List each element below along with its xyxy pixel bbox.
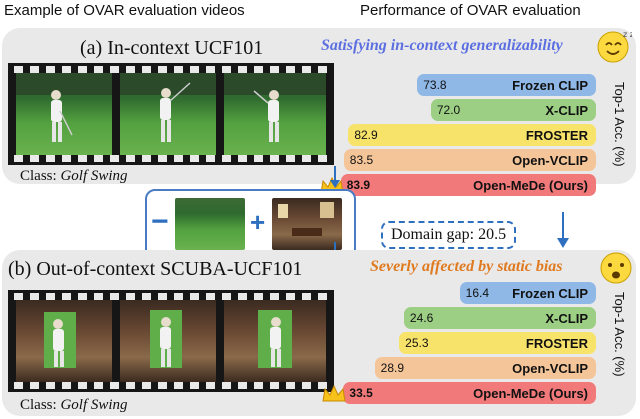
crown-icon [322, 384, 346, 402]
top-film-strip [8, 63, 334, 165]
chart-bar [403, 307, 596, 329]
chart-bar [348, 124, 596, 146]
bar-category-label: Open-VCLIP [512, 361, 588, 376]
arrow-down-icon [557, 212, 569, 248]
bottom-chart-ylabel: Top-1 Acc. (%) [612, 292, 627, 377]
bar-value-label: 25.3 [405, 336, 429, 350]
top-panel-title: (a) In-context UCF101 [80, 37, 264, 59]
chart-bar [343, 149, 596, 171]
domain-gap-label: Domain gap: 20.5 [381, 221, 517, 249]
chart-bar [430, 99, 596, 121]
chart-bar [459, 282, 596, 304]
chart-bar [340, 174, 596, 196]
bar-value-label: 72.0 [436, 103, 461, 117]
bar-category-label: X-CLIP [545, 311, 588, 326]
bar-value-label: 33.5 [349, 386, 373, 400]
scene-frame [272, 198, 342, 250]
video-frame [16, 73, 112, 155]
smiley-face-icon: z z [597, 30, 632, 63]
top-note: Satisfying in-context generalizability [321, 37, 563, 54]
bar-value-label: 73.8 [423, 78, 447, 92]
bottom-note: Severly affected by static bias [370, 258, 563, 275]
minus-operator: − [151, 205, 169, 238]
bar-category-label: FROSTER [525, 128, 588, 143]
surprised-face-icon [600, 252, 632, 284]
bar-category-label: FROSTER [525, 336, 588, 351]
bar-value-label: 82.9 [354, 128, 378, 142]
video-frame [120, 73, 216, 155]
chart-bar [417, 74, 596, 96]
bar-category-label: Open-MeDe (Ours) [473, 386, 588, 401]
video-frame [120, 300, 216, 382]
bar-category-label: X-CLIP [545, 103, 588, 118]
bar-value-label: 83.9 [346, 178, 371, 192]
chart-bar [374, 357, 596, 379]
bar-value-label: 28.9 [380, 361, 405, 375]
bottom-film-strip [8, 290, 334, 392]
bar-value-label: 83.5 [349, 153, 374, 167]
bar-category-label: Open-MeDe (Ours) [473, 178, 588, 193]
background-frame [175, 198, 245, 250]
plus-operator: + [250, 207, 266, 237]
top-chart: 73.8 Frozen CLIP 72.0 X-CLIP 82.9 FROSTER 83.5… [320, 74, 596, 198]
svg-text:z z: z z [623, 30, 632, 39]
bar-value-label: 16.4 [465, 286, 490, 300]
video-frame [224, 73, 326, 155]
bar-category-label: Open-VCLIP [512, 153, 588, 168]
chart-bar [343, 382, 596, 404]
bar-value-label: 24.6 [409, 311, 434, 325]
video-frame [16, 300, 112, 382]
video-frame [224, 300, 326, 382]
top-chart-ylabel: Top-1 Acc. (%) [612, 82, 627, 167]
right-header: Performance of OVAR evaluation [360, 2, 581, 19]
bar-category-label: Frozen CLIP [512, 78, 588, 93]
bottom-chart: 16.4 Frozen CLIP 24.6 X-CLIP 25.3 FROSTER 28.9… [322, 282, 596, 412]
left-header: Example of OVAR evaluation videos [4, 2, 245, 19]
top-class-label: Class: Golf Swing [20, 168, 128, 184]
bottom-class-label: Class: Golf Swing [20, 397, 128, 413]
bar-category-label: Frozen CLIP [512, 286, 588, 301]
bottom-panel-title: (b) Out-of-context SCUBA-UCF101 [8, 258, 303, 280]
chart-bar [399, 332, 596, 354]
